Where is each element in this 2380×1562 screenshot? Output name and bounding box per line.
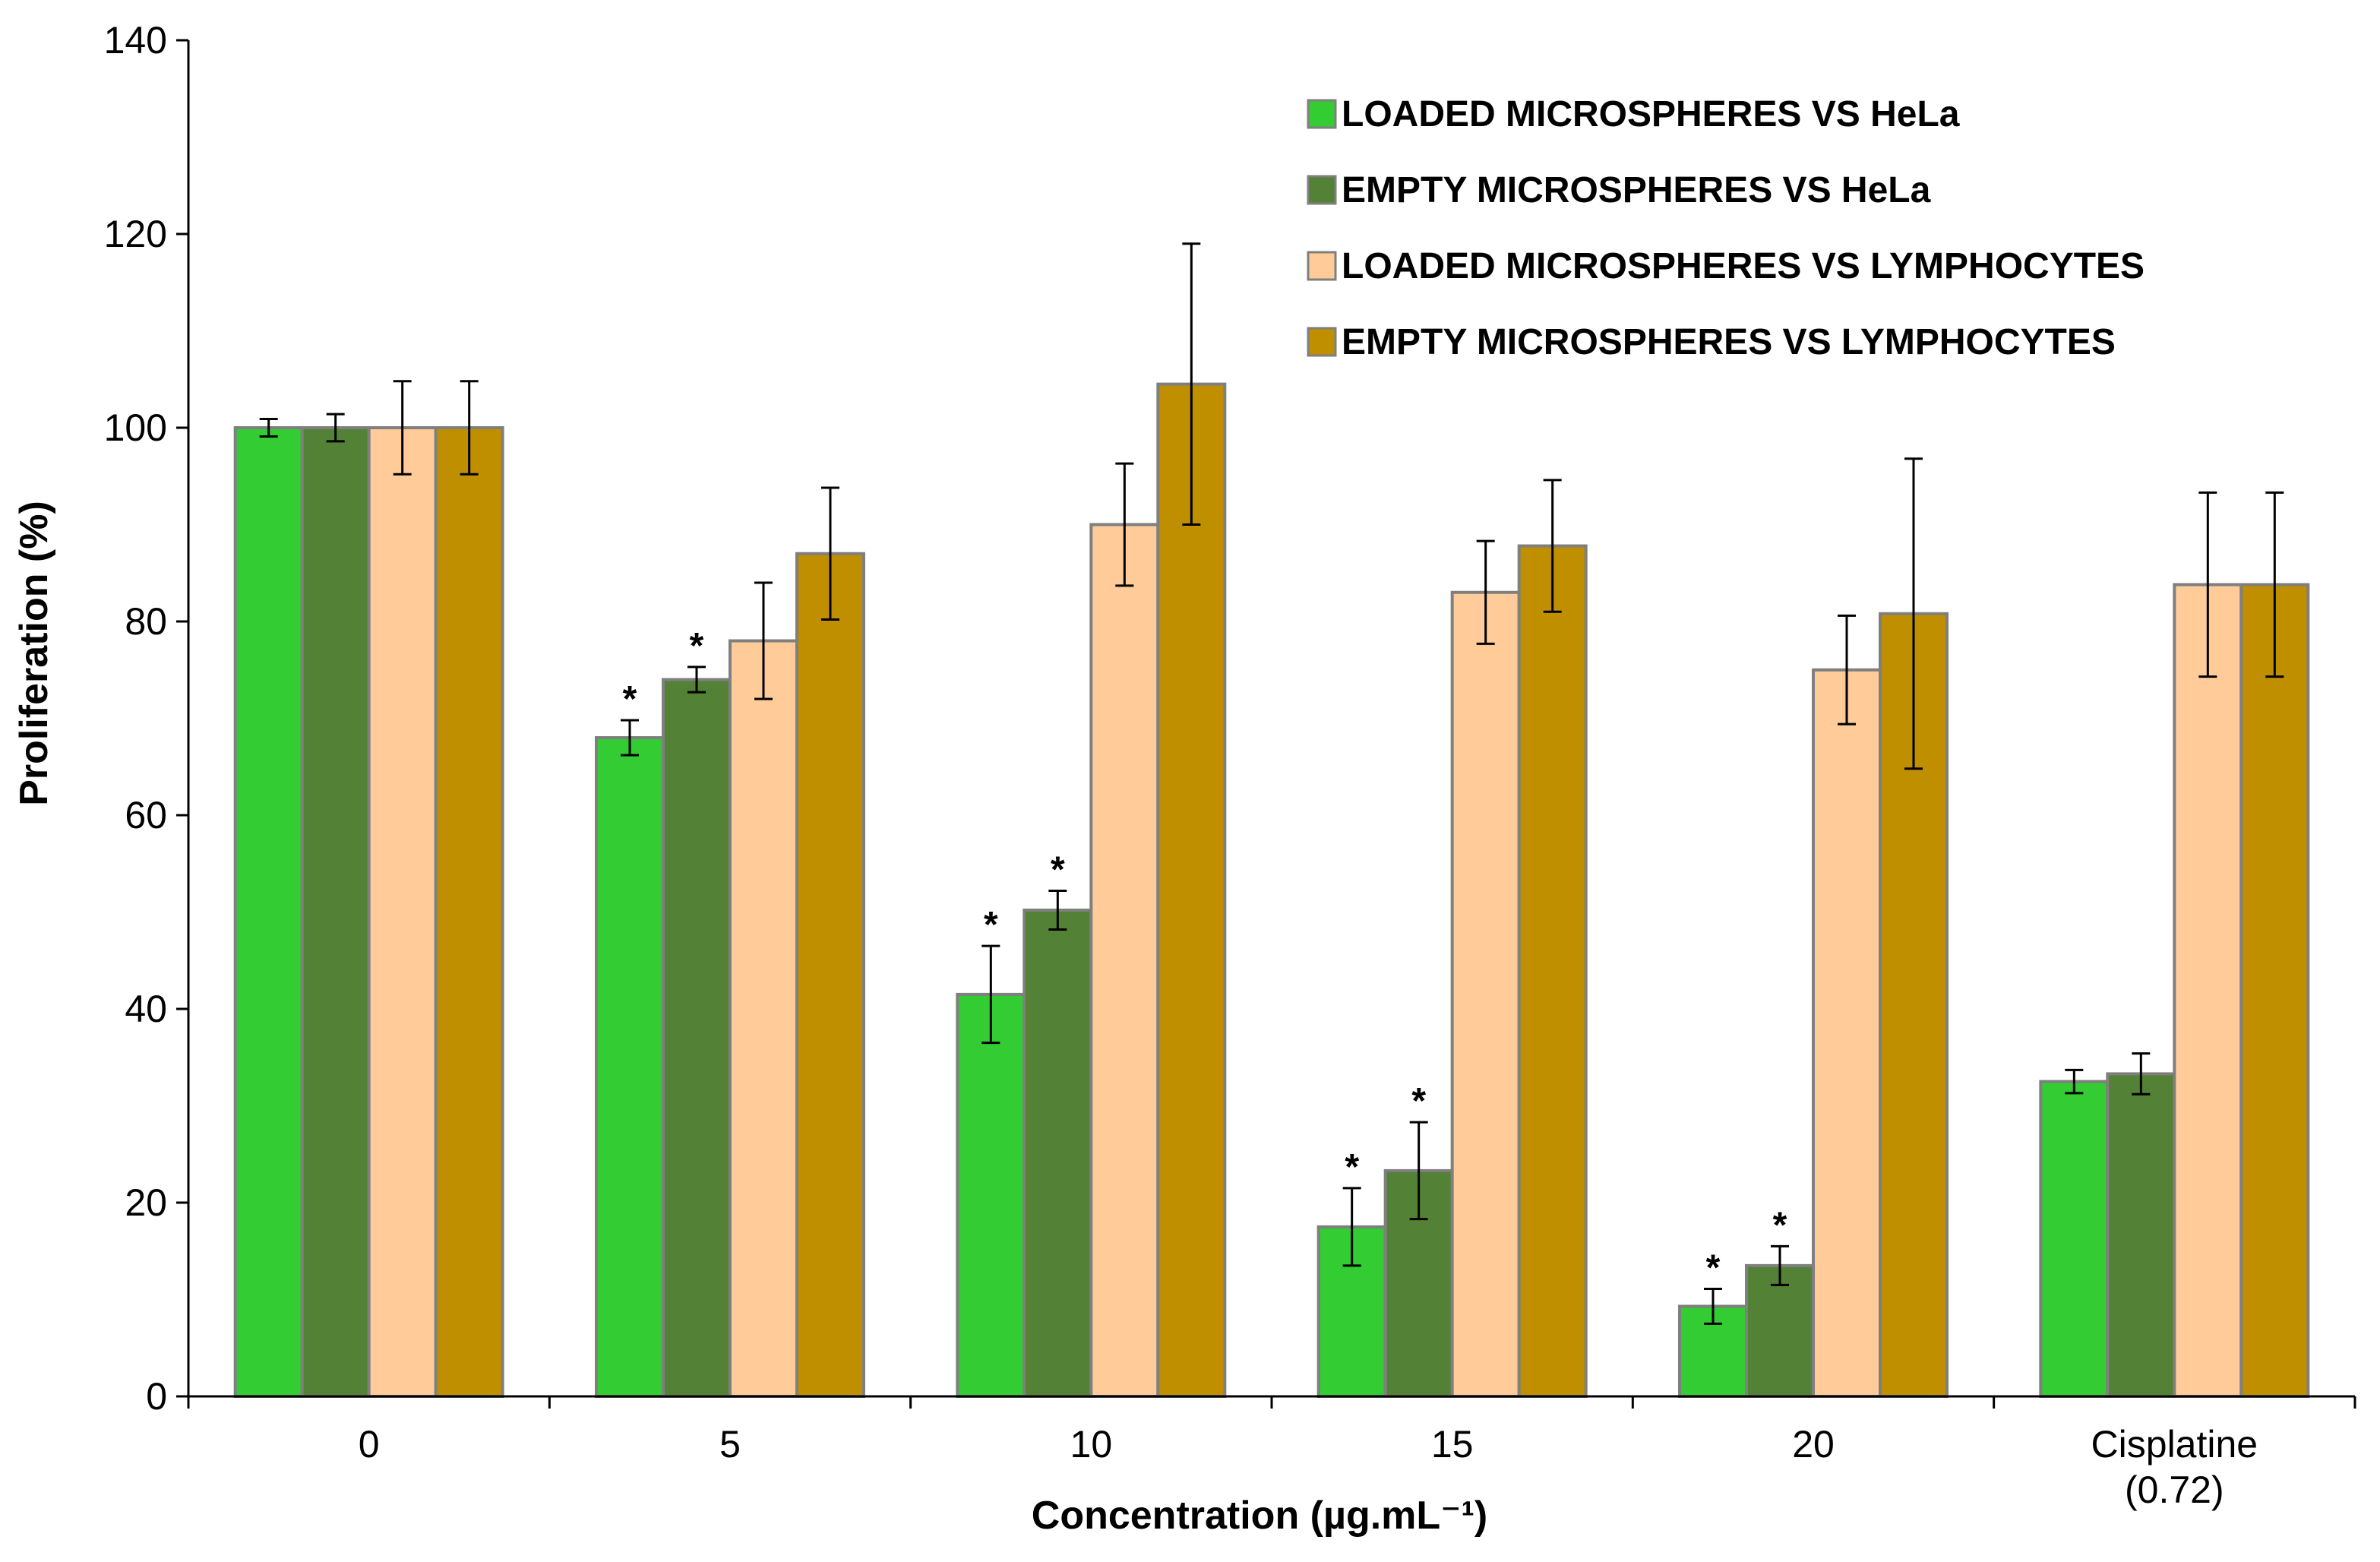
error-bar-s3-c2 (1182, 242, 1201, 526)
error-bar-s3-c0 (460, 380, 479, 476)
error-bar-s0-c3 (1342, 1187, 1361, 1267)
significance-star-s1-c2: * (1051, 849, 1065, 890)
error-bar-s3-c5 (2265, 491, 2284, 678)
error-bar-s2-c1 (754, 581, 773, 700)
error-bar-s3-c3 (1543, 479, 1562, 613)
x-tick-label-0: 0 (359, 1423, 380, 1466)
bar-s3-c3 (1517, 544, 1588, 1398)
significance-star-s1-c4: * (1773, 1205, 1787, 1245)
legend-entry-2: LOADED MICROSPHERES VS LYMPHOCYTES (1307, 246, 2145, 286)
bar-s0-c1 (595, 736, 665, 1398)
y-tick-label-40: 40 (125, 988, 167, 1030)
bar-s1-c2 (1022, 908, 1093, 1398)
bar-s3-c1 (795, 552, 865, 1398)
error-bars-layer (259, 242, 2284, 1325)
legend-swatch-0 (1307, 99, 1337, 129)
error-bar-s0-c4 (1704, 1287, 1722, 1325)
legend-entry-0: LOADED MICROSPHERES VS HeLa (1307, 94, 1960, 134)
legend-entry-1: EMPTY MICROSPHERES VS HeLa (1307, 170, 1931, 210)
bar-s2-c0 (367, 426, 438, 1398)
bar-s3-c2 (1156, 382, 1227, 1398)
error-bar-s3-c4 (1904, 457, 1923, 770)
significance-star-s1-c3: * (1411, 1081, 1426, 1121)
legend-label-3: EMPTY MICROSPHERES VS LYMPHOCYTES (1342, 322, 2116, 362)
bar-s0-c5 (2039, 1080, 2110, 1398)
error-bar-s1-c1 (687, 666, 706, 694)
bar-s1-c0 (300, 426, 371, 1398)
error-bar-s0-c2 (981, 944, 1000, 1045)
x-tick-label-1: 5 (719, 1423, 741, 1466)
error-bar-s2-c5 (2198, 491, 2217, 678)
legend-swatch-1 (1307, 175, 1337, 205)
bar-s2-c1 (729, 639, 798, 1398)
significance-star-s0-c1: * (623, 679, 637, 719)
legend-label-1: EMPTY MICROSPHERES VS HeLa (1342, 170, 1931, 210)
x-tick-label-4: 20 (1792, 1423, 1835, 1466)
bar-s2-c2 (1089, 523, 1160, 1398)
x-tick-label-3: 15 (1431, 1423, 1474, 1466)
error-bar-s2-c0 (393, 380, 412, 476)
legend-swatch-3 (1307, 327, 1337, 357)
error-bar-s2-c2 (1115, 462, 1134, 587)
error-bar-s0-c5 (2065, 1068, 2084, 1095)
bar-s2-c5 (2173, 583, 2243, 1398)
bars-layer (233, 382, 2310, 1399)
error-bar-s0-c0 (259, 418, 278, 438)
bar-s0-c0 (233, 426, 304, 1398)
bar-s3-c5 (2239, 583, 2310, 1398)
bar-s0-c2 (956, 992, 1026, 1398)
error-bar-s1-c5 (2132, 1052, 2151, 1096)
legend-entry-3: EMPTY MICROSPHERES VS LYMPHOCYTES (1307, 322, 2116, 362)
significance-markers-layer: * * * * * * * * (623, 626, 1787, 1288)
y-tick-label-0: 0 (146, 1375, 167, 1418)
error-bar-s3-c1 (821, 486, 839, 621)
x-axis-title: Concentration (µg.mL⁻¹) (1032, 1494, 1487, 1538)
significance-star-s0-c2: * (984, 905, 998, 945)
bar-s3-c0 (434, 426, 504, 1398)
legend: LOADED MICROSPHERES VS HeLa EMPTY MICROSP… (1307, 94, 2145, 362)
axes-layer: 0 20 40 60 80 100 120 140 0 5 10 15 20 Cisplatine (0.7… (104, 19, 2356, 1511)
legend-label-0: LOADED MICROSPHERES VS HeLa (1342, 94, 1960, 134)
bar-s2-c4 (1812, 668, 1882, 1398)
y-tick-label-80: 80 (125, 600, 167, 643)
legend-label-2: LOADED MICROSPHERES VS LYMPHOCYTES (1342, 246, 2145, 286)
error-bar-s1-c4 (1771, 1244, 1789, 1286)
error-bar-s2-c3 (1476, 539, 1495, 645)
y-tick-label-140: 140 (104, 19, 167, 62)
legend-swatch-2 (1307, 251, 1337, 281)
y-axis-title: Proliferation (%) (12, 501, 56, 806)
y-tick-label-20: 20 (125, 1181, 167, 1224)
bar-s1-c1 (662, 678, 732, 1398)
error-bar-s1-c3 (1409, 1121, 1428, 1221)
y-tick-label-60: 60 (125, 794, 167, 836)
error-bar-s1-c2 (1048, 889, 1067, 931)
x-tick-label-2: 10 (1070, 1423, 1113, 1466)
x-tick-label-5: Cisplatine (0.72) (2091, 1423, 2258, 1511)
y-tick-label-100: 100 (104, 406, 167, 449)
significance-star-s0-c4: * (1706, 1247, 1721, 1288)
error-bar-s2-c4 (1838, 614, 1856, 726)
significance-star-s0-c3: * (1345, 1147, 1359, 1187)
error-bar-s0-c1 (621, 719, 639, 757)
y-tick-label-120: 120 (104, 213, 167, 255)
bar-s2-c3 (1450, 590, 1521, 1398)
error-bar-s1-c0 (326, 413, 345, 443)
bar-s1-c5 (2106, 1072, 2176, 1399)
significance-star-s1-c1: * (690, 626, 704, 666)
